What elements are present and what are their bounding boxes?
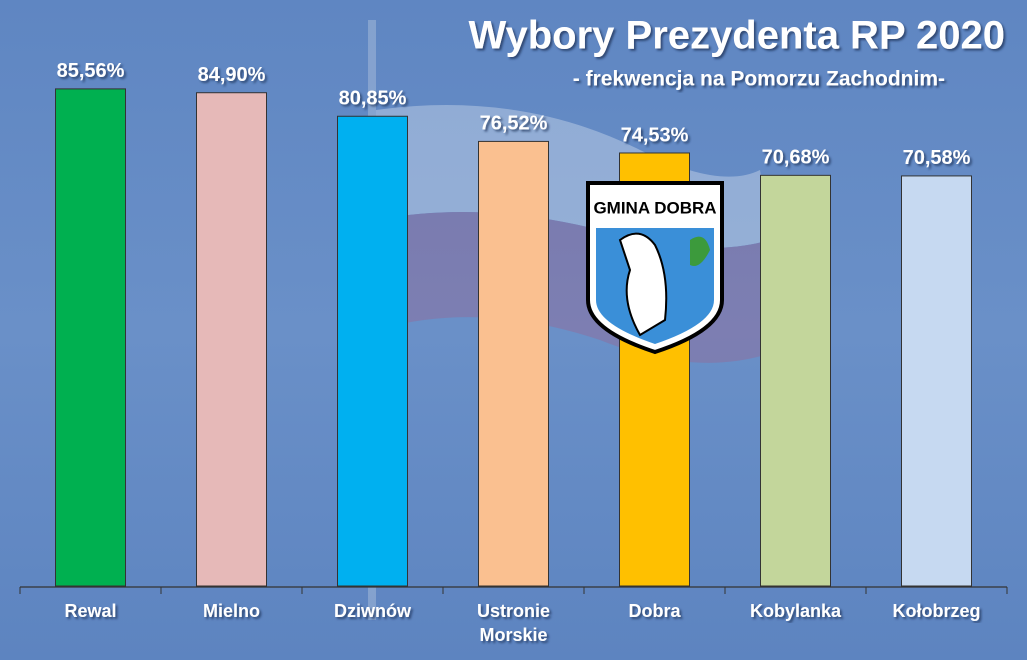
x-tick-label: Rewal — [64, 601, 116, 621]
value-label: 70,68% — [762, 147, 830, 169]
value-label: 80,85% — [339, 88, 407, 110]
bar — [337, 115, 408, 587]
logo-text: GMINA DOBRA — [593, 198, 716, 217]
x-tick-label: Ustronie Morskie — [477, 601, 550, 645]
bar — [901, 175, 972, 587]
value-label: 70,58% — [903, 147, 971, 169]
bar — [55, 88, 126, 587]
value-label: 74,53% — [621, 124, 689, 146]
logo: GMINA DOBRA — [586, 181, 724, 355]
value-label: 85,56% — [57, 60, 125, 82]
x-tick-label: Kobylanka — [750, 601, 842, 621]
chart-subtitle: - frekwencja na Pomorzu Zachodnim- — [573, 68, 945, 91]
bar — [478, 140, 549, 587]
bar — [196, 92, 267, 587]
value-label: 76,52% — [480, 113, 548, 135]
x-tick-label: Mielno — [203, 601, 260, 621]
bar — [760, 174, 831, 587]
value-label: 84,90% — [198, 64, 266, 86]
x-tick-label: Dobra — [628, 601, 681, 621]
x-tick-label: Dziwnów — [334, 601, 412, 621]
chart-title: Wybory Prezydenta RP 2020 — [468, 14, 1005, 58]
x-tick-label: Kołobrzeg — [893, 601, 981, 621]
